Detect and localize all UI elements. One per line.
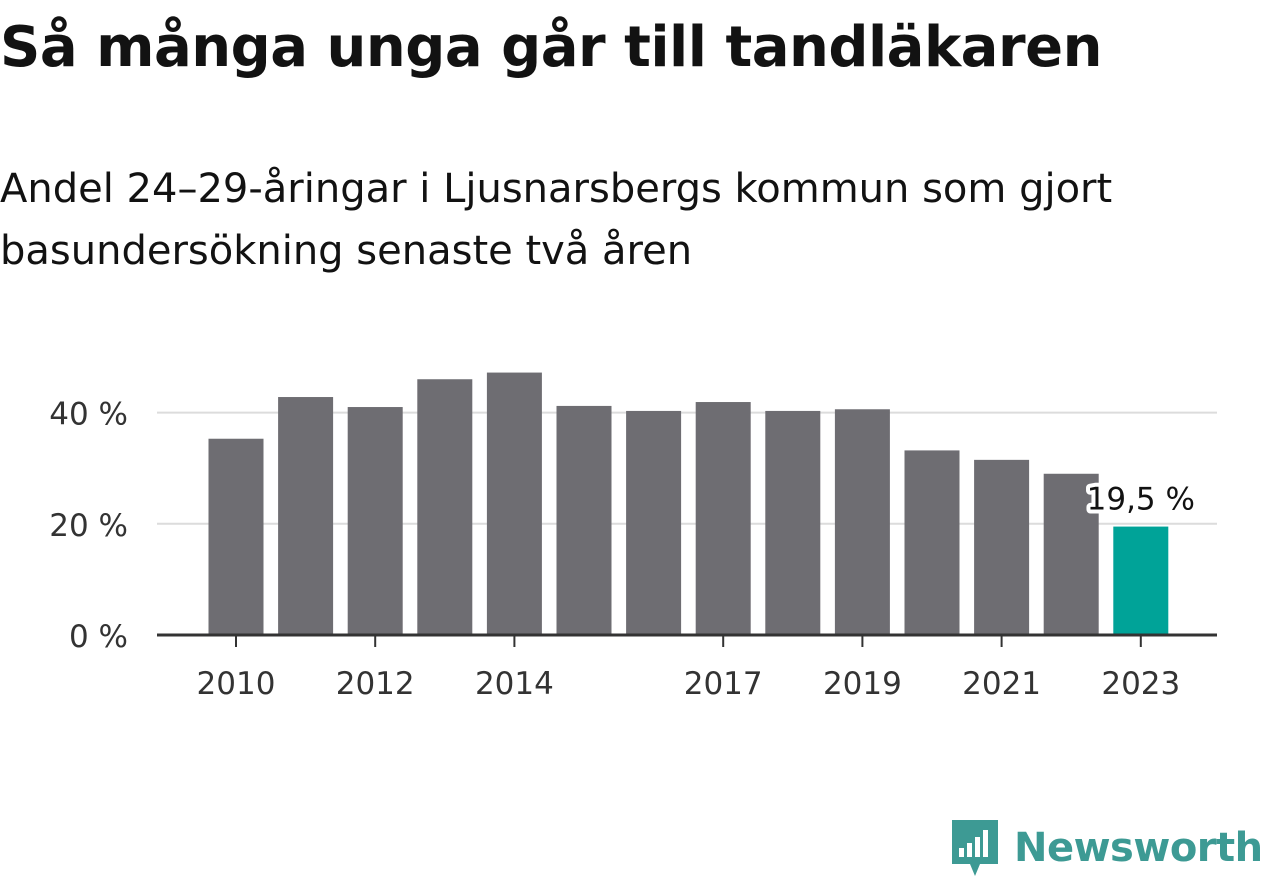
x-tick-label: 2021 [962, 666, 1041, 702]
chart-subtitle: Andel 24–29-åringar i Ljusnarsbergs komm… [0, 166, 1113, 274]
newsworthy-brand: Newsworthy [950, 818, 1262, 878]
bar-2010 [208, 438, 264, 635]
annotation-halo: 19,5 % [1087, 482, 1195, 518]
bar-2023 [1113, 526, 1169, 635]
bar-2018 [765, 410, 821, 635]
bar-2014 [486, 372, 542, 635]
y-tick-label: 40 % [49, 397, 128, 433]
bar-2015 [556, 405, 612, 635]
bar-2022 [1043, 473, 1099, 635]
bar-2011 [278, 397, 334, 635]
newsworthy-logo-icon [952, 820, 998, 876]
x-tick-label: 2012 [336, 666, 415, 702]
x-tick-label: 2017 [684, 666, 763, 702]
bar-2020 [904, 450, 960, 635]
brand-name: Newsworthy [1014, 825, 1262, 871]
x-tick-label: 2010 [197, 666, 276, 702]
y-tick-label: 20 % [49, 508, 128, 544]
x-tick-label: 2023 [1101, 666, 1180, 702]
bars [208, 372, 1169, 635]
bar-2012 [347, 407, 403, 635]
chart-title: Så många unga går till tandläkaren [0, 15, 1102, 80]
y-tick-label: 0 % [69, 619, 128, 655]
x-tick-label: 2019 [823, 666, 902, 702]
labels: 0 % 20 % 40 % 2010 2012 2014 2017 2019 2021 2023 1… [49, 397, 1199, 702]
axes [157, 633, 1217, 647]
bar-2019 [834, 409, 890, 635]
value-annotation: 19,5 % [1087, 482, 1195, 518]
bar-2013 [417, 379, 473, 635]
bar-2017 [695, 402, 751, 635]
x-tick-label: 2014 [475, 666, 554, 702]
bar-2021 [974, 459, 1030, 635]
grid-lines [157, 411, 1217, 525]
bar-2016 [626, 410, 682, 635]
